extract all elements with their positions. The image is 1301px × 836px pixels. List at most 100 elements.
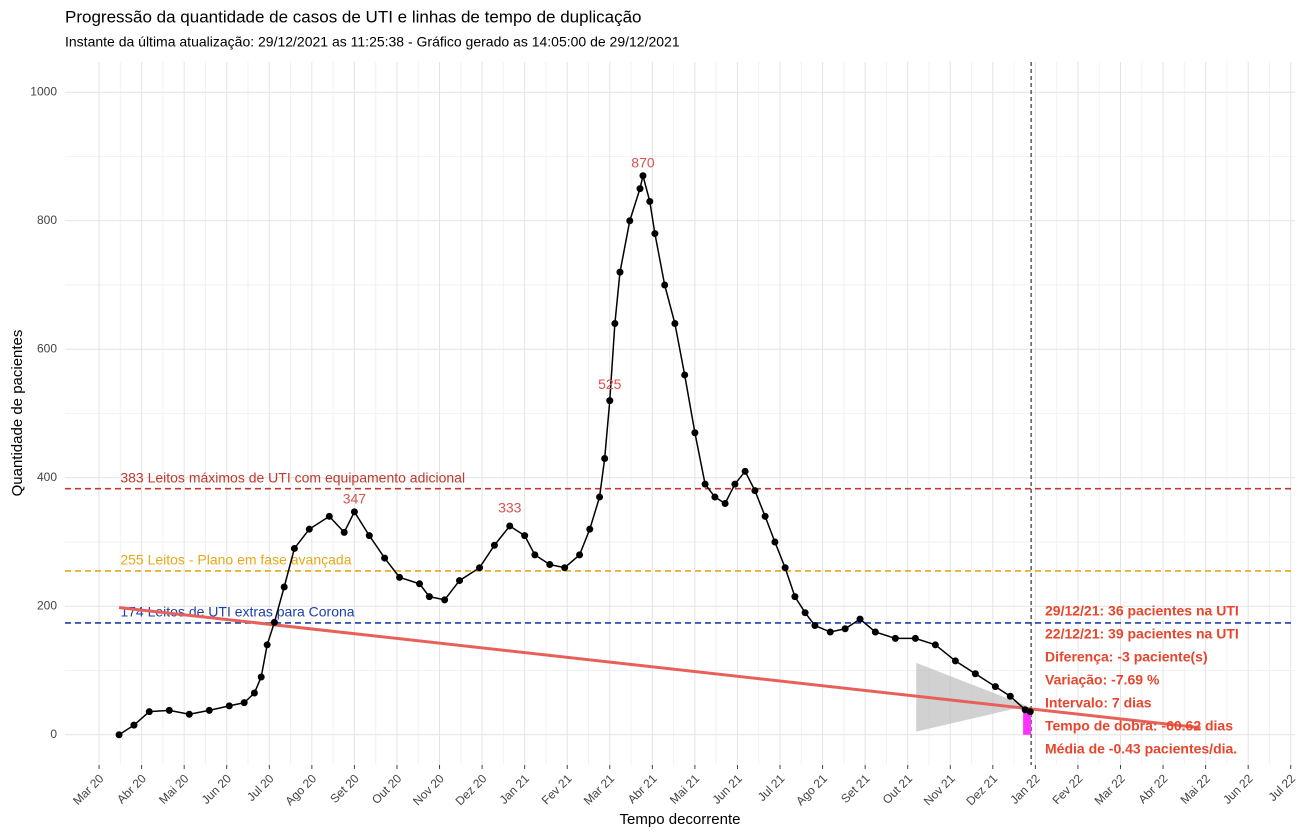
data-point <box>691 429 699 437</box>
data-point <box>751 487 759 495</box>
data-point <box>636 185 644 193</box>
data-point <box>263 641 271 649</box>
data-point <box>240 699 248 707</box>
data-point <box>791 593 799 601</box>
data-point <box>891 634 899 642</box>
data-point <box>671 320 679 328</box>
data-point <box>257 673 265 681</box>
data-point <box>701 480 709 488</box>
data-point <box>856 615 864 623</box>
data-point <box>616 268 624 276</box>
annotation: Diferença: -3 paciente(s) <box>1045 649 1208 665</box>
data-point <box>761 512 769 520</box>
data-point <box>626 217 634 225</box>
data-point <box>456 577 464 585</box>
data-point <box>951 657 959 665</box>
data-point <box>741 467 749 475</box>
y-axis-label: Quantidade de pacientes <box>9 330 26 497</box>
y-tick-label: 600 <box>37 341 57 355</box>
arrow-decoration <box>916 662 1027 732</box>
data-point <box>280 583 288 591</box>
annotation: Média de -0.43 pacientes/dia. <box>1045 741 1237 757</box>
data-point <box>340 528 348 536</box>
data-point <box>651 230 659 238</box>
data-point <box>991 683 999 691</box>
point-label: 870 <box>631 154 655 170</box>
y-tick-label: 1000 <box>30 84 57 98</box>
trend-line <box>118 606 1201 730</box>
data-point <box>771 538 779 546</box>
annotation: 22/12/21: 39 pacientes na UTI <box>1045 626 1239 642</box>
data-point <box>290 544 298 552</box>
data-point <box>225 702 233 710</box>
data-point <box>185 710 193 718</box>
data-point <box>521 532 529 540</box>
data-point <box>576 551 584 559</box>
data-point <box>115 731 123 739</box>
data-point <box>416 580 424 588</box>
data-point <box>130 721 138 729</box>
annotation: Tempo de dobra: -60.62 dias <box>1045 718 1233 734</box>
data-point <box>561 564 569 572</box>
reference-label: 255 Leitos - Plano em fase avançada <box>120 552 351 568</box>
data-point <box>611 320 619 328</box>
annotation: Variação: -7.69 % <box>1045 672 1160 688</box>
data-point <box>661 281 669 289</box>
data-point <box>931 641 939 649</box>
data-point <box>646 197 654 205</box>
data-point <box>811 622 819 630</box>
data-point <box>250 689 258 697</box>
data-point <box>601 454 609 462</box>
data-point <box>350 508 358 516</box>
data-point <box>546 561 554 569</box>
data-point <box>721 499 729 507</box>
data-point <box>270 618 278 626</box>
data-point <box>365 532 373 540</box>
annotation: 29/12/21: 36 pacientes na UTI <box>1045 603 1239 619</box>
data-point <box>490 541 498 549</box>
data-point <box>425 593 433 601</box>
data-point <box>476 564 484 572</box>
data-point <box>871 628 879 636</box>
data-point <box>325 512 333 520</box>
data-point <box>841 625 849 633</box>
data-point <box>441 596 449 604</box>
data-point <box>531 551 539 559</box>
data-point <box>205 706 213 714</box>
data-point <box>305 525 313 533</box>
data-point <box>681 371 689 379</box>
data-point <box>596 493 604 501</box>
point-label: 525 <box>598 376 622 392</box>
data-point <box>911 634 919 642</box>
data-point <box>731 480 739 488</box>
data-point <box>396 573 404 581</box>
point-label: 333 <box>498 500 522 516</box>
data-point <box>781 564 789 572</box>
annotation: Intervalo: 7 dias <box>1045 695 1152 711</box>
y-tick-label: 200 <box>37 598 57 612</box>
y-tick-label: 0 <box>50 727 57 741</box>
chart-title: Progressão da quantidade de casos de UTI… <box>65 7 642 26</box>
data-point <box>639 172 647 180</box>
x-axis-label: Tempo decorrente <box>620 811 741 828</box>
data-point <box>145 708 153 716</box>
y-tick-label: 400 <box>37 470 57 484</box>
point-label: 347 <box>343 491 367 507</box>
data-point <box>711 493 719 501</box>
reference-label: 383 Leitos máximos de UTI com equipament… <box>120 469 465 485</box>
data-point <box>826 628 834 636</box>
current-marker <box>1023 711 1032 735</box>
y-tick-label: 800 <box>37 213 57 227</box>
data-point <box>606 397 614 405</box>
data-point <box>165 706 173 714</box>
data-point <box>586 525 594 533</box>
data-point <box>801 609 809 617</box>
data-point <box>971 670 979 678</box>
data-point <box>506 522 514 530</box>
data-point <box>381 554 389 562</box>
data-point <box>1026 708 1034 716</box>
chart-subtitle: Instante da última atualização: 29/12/20… <box>65 34 680 50</box>
data-point <box>1006 692 1014 700</box>
